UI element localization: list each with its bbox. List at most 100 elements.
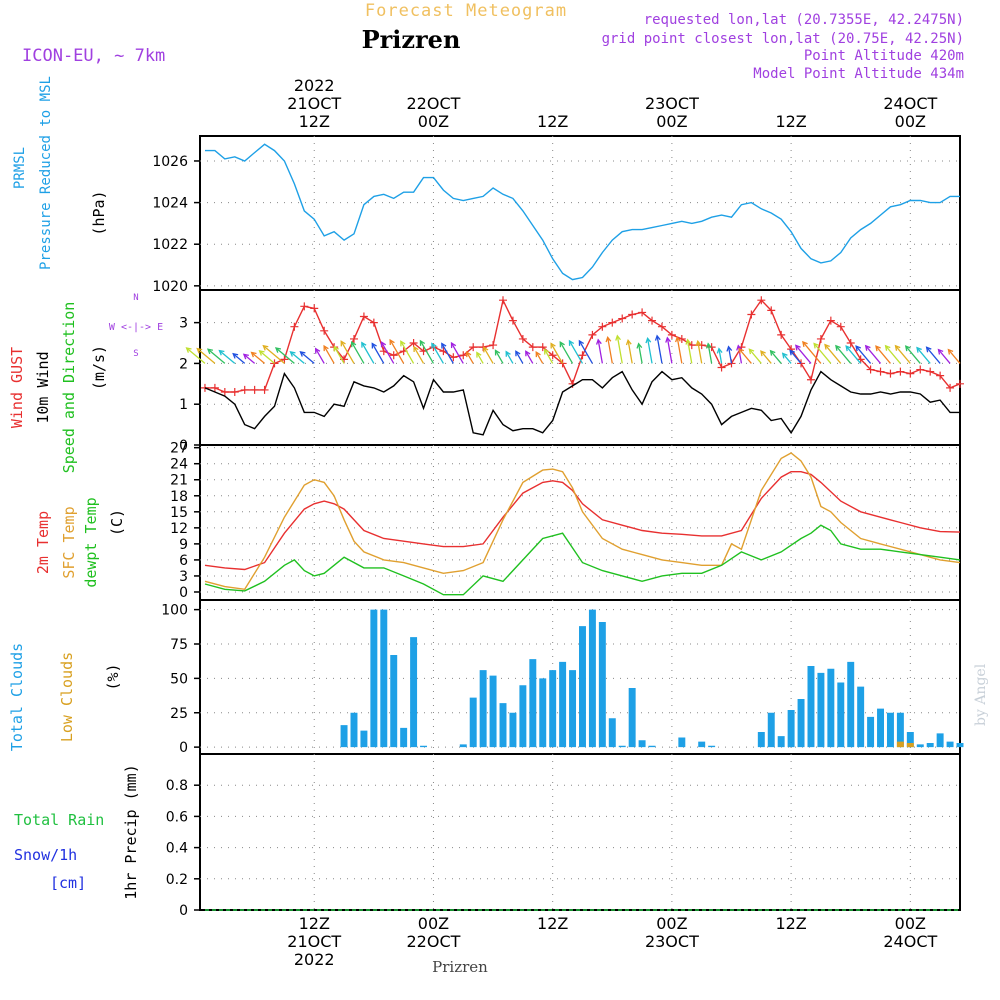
y-tick-label: 3: [179, 569, 188, 585]
cloud-bar: [588, 609, 596, 748]
wind-arrow: [824, 344, 842, 364]
gust-marker: [310, 304, 319, 313]
wind-arrowhead: [350, 341, 357, 348]
model-label: ICON-EU, ~ 7km: [22, 46, 165, 66]
y-tick-label: 12: [170, 521, 188, 537]
wind-arrow: [813, 343, 832, 364]
y-tick-label: 75: [170, 637, 188, 653]
wind-arrow: [855, 345, 872, 364]
cloud-bar: [767, 712, 775, 748]
panel-label: Total Clouds: [8, 643, 26, 751]
wind-arrowhead: [875, 345, 881, 352]
wind-arrowhead: [466, 350, 472, 358]
gust-marker: [836, 322, 845, 331]
gust-marker: [280, 355, 289, 364]
gust-marker: [260, 385, 269, 394]
cloud-bar: [380, 609, 388, 748]
gust-marker: [320, 326, 329, 335]
wind-arrowhead: [525, 350, 531, 357]
wind-arrowhead: [196, 347, 203, 354]
wind-arrowhead: [185, 347, 192, 353]
wind-arrow: [259, 350, 275, 364]
y-tick-label: 1022: [152, 237, 188, 253]
wind-arrowhead: [675, 335, 681, 343]
gust-marker: [548, 351, 557, 360]
gust-marker: [200, 383, 209, 392]
gust-marker: [876, 367, 885, 376]
gust-marker: [479, 343, 488, 352]
wind-arrowhead: [726, 345, 733, 352]
wind-arrowhead: [654, 334, 661, 341]
gust-marker: [757, 296, 766, 305]
wind-arrowhead: [476, 351, 482, 358]
gust-marker: [528, 343, 537, 352]
panel-wind: 0 1 2 3 Wind GUST 10m Wind Speed and Direction…: [8, 289, 964, 473]
wind-arrow: [885, 345, 901, 364]
bottom-time-label: 00Z: [418, 914, 449, 933]
wind-arrow: [770, 350, 782, 364]
bottom-time-label: 24OCT: [883, 932, 937, 951]
wind-arrow: [607, 337, 613, 364]
wind-arrow: [718, 348, 723, 364]
gust-marker: [826, 316, 835, 325]
top-time-label: 12Z: [537, 112, 568, 131]
unit-label: (%): [104, 663, 122, 690]
forecast-meteogram-label: Forecast Meteogram: [365, 1, 567, 21]
wind-arrowhead: [515, 350, 521, 357]
gust-marker: [598, 322, 607, 331]
wind-arrow: [361, 342, 375, 364]
series-line-sfc-temp: [204, 452, 961, 591]
y-tick-label: 3: [179, 316, 188, 332]
cloud-bar: [420, 745, 428, 748]
cloud-bar: [499, 703, 507, 748]
wind-arrow: [207, 348, 226, 364]
wind-arrowhead: [716, 347, 723, 354]
wind-arrow: [275, 347, 295, 364]
wind-arrowhead: [483, 346, 489, 353]
gust-marker: [816, 334, 825, 343]
wind-arrow: [483, 347, 494, 364]
top-time-label: 23OCT: [645, 94, 699, 113]
series-line-prmsl: [205, 143, 960, 281]
cloud-bar: [360, 730, 368, 748]
wind-arrowhead: [289, 350, 296, 357]
cloud-bar: [837, 682, 845, 748]
gust-marker: [469, 343, 478, 352]
gust-marker: [230, 387, 239, 396]
wind-arrow: [707, 343, 713, 364]
gust-marker: [936, 371, 945, 380]
wind-arrowhead: [665, 336, 672, 343]
wind-arrow: [262, 345, 285, 364]
gust-marker: [916, 365, 925, 374]
panel-label: 10m Wind: [34, 351, 52, 423]
wind-arrow: [419, 340, 435, 364]
gust-marker: [956, 379, 964, 388]
cloud-bar: [459, 744, 467, 748]
wind-arrow: [441, 343, 454, 364]
cloud-bar: [896, 741, 904, 748]
gust-marker: [866, 365, 875, 374]
panel-clouds: 0 25 50 75 100 Total Clouds Low Clouds (%): [8, 599, 964, 756]
wind-arrow: [300, 351, 315, 364]
wind-arrow: [748, 348, 762, 364]
wind-arrowhead: [615, 334, 621, 341]
wind-arrowhead: [578, 339, 585, 346]
y-tick-label: 0: [179, 740, 188, 756]
y-tick-label: 0.4: [166, 841, 188, 857]
wind-compass: N W <-|-> E S: [109, 293, 163, 359]
cloud-bar: [559, 661, 567, 748]
wind-arrow: [476, 352, 484, 364]
top-time-label: 21OCT: [287, 94, 341, 113]
wind-arrowhead: [760, 350, 766, 357]
unit-label: (m/s): [90, 345, 108, 390]
gust-marker: [846, 339, 855, 348]
y-tick-label: 1: [179, 397, 188, 413]
top-time-label: 00Z: [418, 112, 449, 131]
wind-arrowhead: [748, 348, 755, 355]
wind-arrow: [686, 339, 693, 364]
wind-arrow: [333, 346, 345, 364]
wind-arrow: [895, 345, 911, 364]
